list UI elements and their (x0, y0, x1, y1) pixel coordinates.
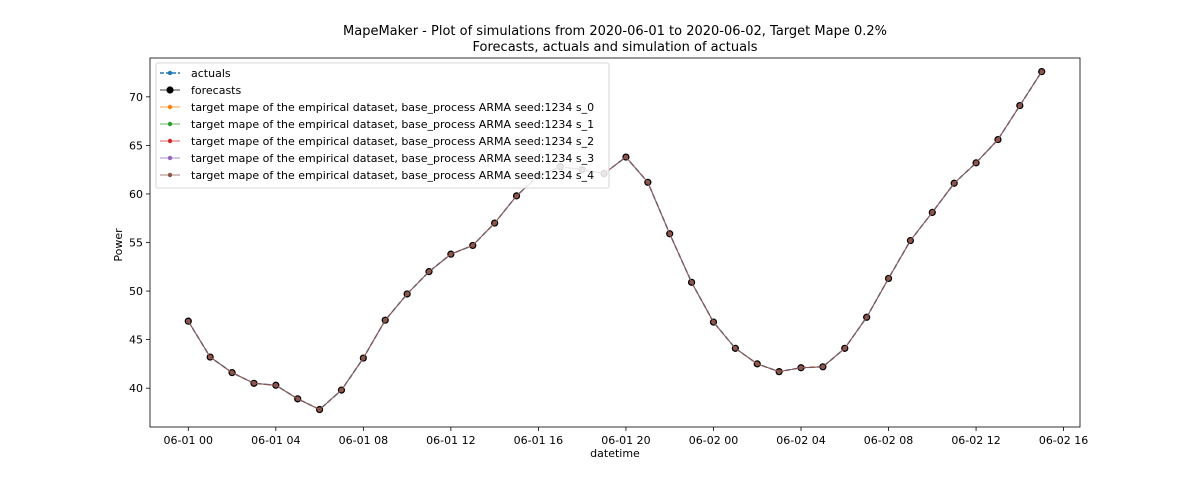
legend-entry-label: target mape of the empirical dataset, ba… (191, 152, 594, 165)
data-point (711, 319, 716, 325)
x-tick-label: 06-02 16 (1039, 434, 1088, 447)
data-point (404, 291, 410, 297)
y-tick-label: 65 (129, 139, 143, 152)
data-point (1039, 69, 1044, 74)
legend-swatch-marker (166, 86, 174, 94)
x-tick-label: 06-02 12 (951, 434, 1000, 447)
data-point (229, 370, 235, 375)
data-point (383, 317, 388, 323)
x-tick-label: 06-02 00 (689, 434, 738, 447)
series-6 (186, 69, 1044, 412)
x-axis-label: datetime (590, 447, 640, 460)
legend-entry-label: target mape of the empirical dataset, ba… (191, 101, 594, 114)
y-axis-label: Power (112, 228, 125, 262)
legend-swatch-marker (167, 104, 173, 110)
data-point (492, 220, 497, 226)
data-point (273, 383, 279, 388)
data-point (514, 193, 519, 199)
legend: actuals forecasts target mape of the empir… (155, 62, 610, 189)
data-point (339, 387, 344, 393)
legend-entry-label: target mape of the empirical dataset, ba… (191, 169, 594, 182)
x-tick-label: 06-02 04 (776, 434, 825, 447)
y-tick-label: 50 (129, 285, 143, 298)
data-point (623, 154, 629, 160)
data-point (295, 396, 300, 402)
data-point (908, 238, 913, 243)
data-point (448, 251, 454, 257)
x-tick-label: 06-02 08 (864, 434, 913, 447)
data-point (842, 346, 847, 351)
legend-entry-label: actuals (191, 67, 231, 80)
data-point (776, 369, 782, 374)
data-point (667, 231, 672, 236)
data-point (1017, 103, 1023, 108)
data-point (317, 407, 322, 412)
series-line (187, 71, 1043, 410)
x-tick-label: 06-01 00 (164, 434, 213, 447)
y-tick-label: 60 (129, 188, 143, 201)
data-point (973, 160, 979, 166)
legend-entry-label: target mape of the empirical dataset, ba… (191, 135, 594, 148)
chart-subtitle: Forecasts, actuals and simulation of act… (473, 40, 758, 55)
data-point (251, 381, 257, 386)
y-tick-label: 70 (129, 91, 143, 104)
legend-swatch-marker (167, 138, 173, 144)
data-point (645, 180, 651, 185)
data-point (755, 361, 760, 367)
legend-entry-label: forecasts (191, 84, 241, 97)
x-tick-label: 06-01 20 (601, 434, 650, 447)
x-tick-label: 06-01 04 (251, 434, 300, 447)
data-point (470, 243, 475, 248)
legend-box (155, 62, 610, 189)
data-point (930, 210, 935, 215)
data-point (426, 269, 432, 274)
data-point (689, 280, 694, 285)
y-tick-label: 40 (129, 382, 143, 395)
data-point (886, 276, 891, 281)
data-point (186, 318, 191, 324)
legend-swatch-marker (167, 121, 173, 127)
y-tick-label: 55 (129, 237, 143, 250)
data-point (995, 137, 1001, 142)
chart-title: MapeMaker - Plot of simulations from 202… (343, 24, 887, 39)
data-point (820, 364, 826, 369)
legend-swatch-marker (167, 172, 173, 178)
data-point (864, 315, 869, 320)
data-point (207, 354, 213, 360)
data-point (951, 181, 957, 186)
y-tick-label: 45 (129, 334, 143, 347)
data-point (361, 355, 366, 361)
x-tick-label: 06-01 16 (514, 434, 563, 447)
legend-swatch-marker (167, 70, 173, 76)
data-point (733, 346, 738, 351)
x-tick-label: 06-01 08 (339, 434, 388, 447)
data-point (798, 365, 804, 370)
legend-entry-label: target mape of the empirical dataset, ba… (191, 118, 594, 131)
legend-swatch-marker (167, 155, 173, 161)
x-tick-label: 06-01 12 (426, 434, 475, 447)
